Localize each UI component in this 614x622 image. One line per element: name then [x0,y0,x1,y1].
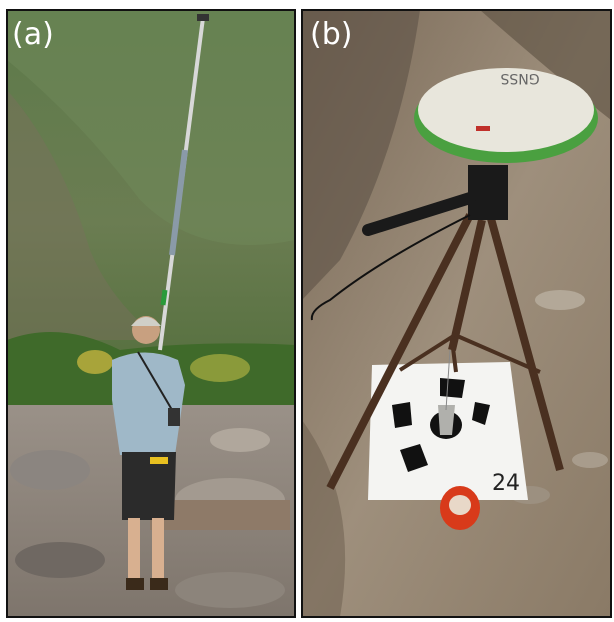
tripod-brace [450,339,458,373]
sheet-mark [400,444,428,472]
rock [175,572,285,608]
slope [7,10,295,245]
stone [572,452,608,468]
tripod-head [468,165,508,220]
panel-a-border [6,9,296,618]
shirt [112,352,185,455]
tripod-leg [486,213,564,472]
bag [168,408,180,426]
bag-strap [137,351,176,416]
tripod-leg [326,213,474,490]
cap [131,317,161,326]
panel-label: (b) [310,17,352,52]
rock-face [7,90,160,340]
sheet-mark [392,402,412,428]
leg [152,518,164,580]
tripod-leg [448,219,486,351]
red-device-face [449,495,471,515]
cable [310,214,471,321]
tripod-brace [398,333,457,372]
plumb-line [445,349,451,411]
shorts [122,452,176,520]
pole-section [169,149,188,256]
stone [535,290,585,310]
antenna-logo [476,126,490,131]
plumb-bob [438,405,455,435]
pole-grip [160,289,168,306]
rock [10,450,90,490]
tripod-handle [362,192,476,236]
panel-b: 24 GNSS [302,10,611,617]
rock [15,542,105,578]
sandal [150,578,168,590]
pocket-item [150,457,168,464]
yellow-bush [77,350,113,374]
yellow-bush [190,354,250,382]
rock [210,428,270,452]
tripod-brace [454,333,541,374]
antenna-dome [418,68,594,152]
panel-label: (a) [12,17,54,52]
shadow [302,420,346,617]
sheet-mark [472,402,490,425]
sheet-note: 24 [492,471,520,496]
panel-a [7,10,295,617]
sheet-mark [440,378,465,398]
sandal [126,578,144,590]
antenna-text: GNSS [500,70,539,86]
leg [128,518,140,580]
shadow [302,10,420,300]
panel-b-border [301,9,612,618]
pole-tip [197,14,209,21]
